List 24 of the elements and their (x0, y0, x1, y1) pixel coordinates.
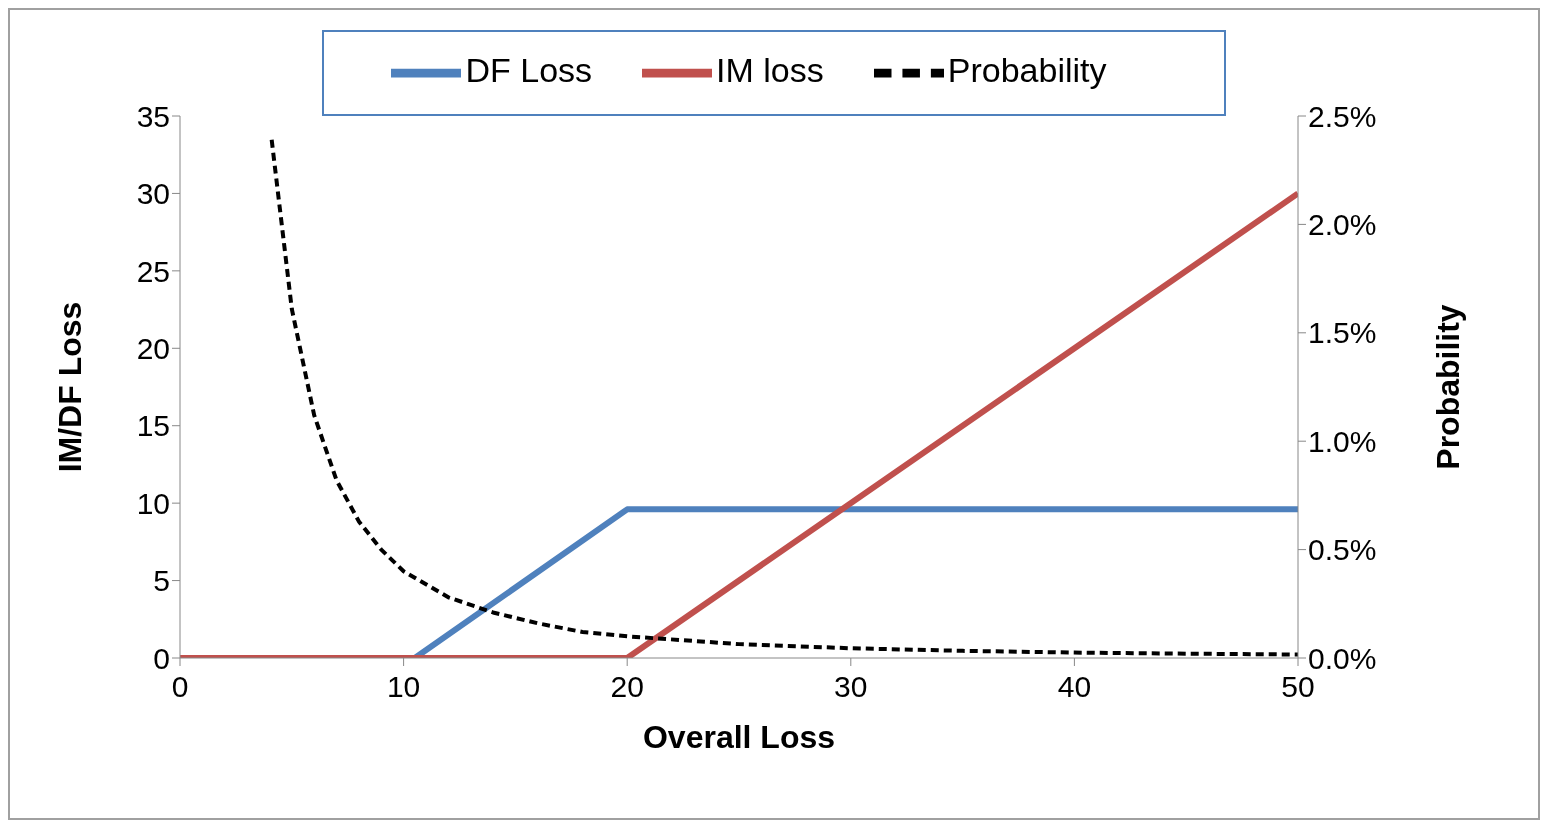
x-tick-label: 40 (1057, 670, 1092, 704)
y-axis-title: IM/DF Loss (52, 301, 89, 473)
legend-label: IM loss (716, 50, 824, 89)
legend-label: Probability (947, 50, 1107, 89)
y2-tick-label: 2.5% (1308, 99, 1377, 133)
legend-label: DF Loss (465, 50, 593, 89)
x-axis-title: Overall Loss (642, 719, 836, 755)
y2-axis-title: Probability (1430, 304, 1467, 470)
y-tick-label: 10 (136, 486, 170, 520)
x-tick-label: 10 (386, 670, 421, 704)
y-tick-label: 20 (136, 331, 170, 365)
x-tick-label: 30 (834, 670, 868, 704)
y-tick-label: 0 (153, 641, 170, 675)
y-tick-label: 15 (136, 409, 170, 443)
y2-tick-label: 2.0% (1308, 208, 1377, 242)
y2-tick-label: 1.0% (1308, 424, 1377, 458)
y-tick-label: 25 (136, 254, 170, 288)
y-tick-label: 35 (136, 99, 170, 133)
y-tick-label: 30 (136, 177, 170, 211)
y-tick-label: 5 (153, 564, 170, 598)
x-tick-label: 20 (610, 670, 644, 704)
y2-tick-label: 0.5% (1308, 533, 1377, 567)
y2-tick-label: 1.5% (1308, 316, 1377, 350)
line-series (269, 137, 1298, 657)
